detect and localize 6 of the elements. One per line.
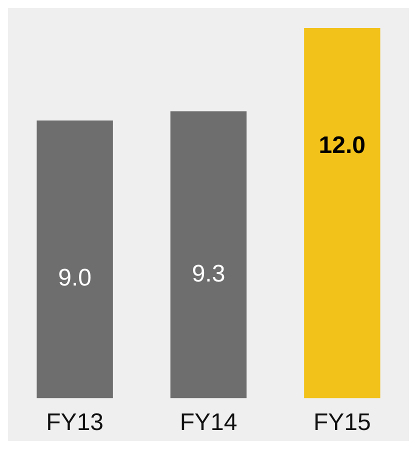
data-label: 9.3	[192, 260, 226, 288]
data-label: 9.0	[58, 264, 92, 292]
x-tick-label: FY15	[313, 409, 371, 436]
x-tick-label: FY13	[46, 409, 104, 436]
x-tick-label: FY14	[180, 409, 238, 436]
data-label: 12.0	[318, 132, 366, 160]
